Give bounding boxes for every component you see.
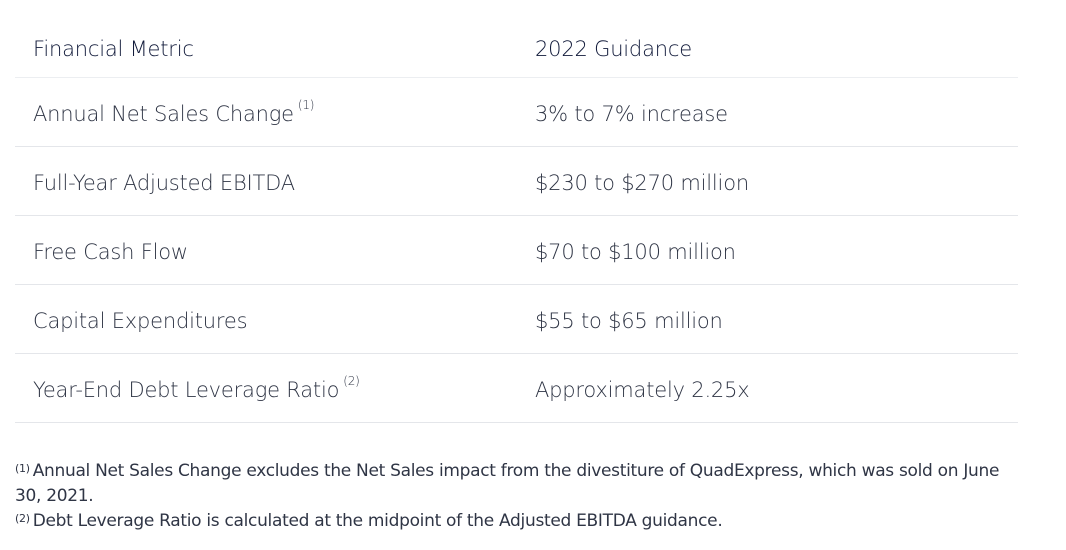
metric-label: Year-End Debt Leverage Ratio — [33, 378, 340, 402]
footnote-1: (1) Annual Net Sales Change excludes the … — [15, 459, 1025, 509]
guidance-cell: Approximately 2.25x — [535, 378, 750, 402]
table-row: Capital Expenditures $55 to $65 million — [15, 285, 1018, 354]
table-row: Annual Net Sales Change (1) 3% to 7% incre… — [15, 78, 1018, 147]
header-financial-metric: Financial Metric — [33, 36, 194, 61]
guidance-cell: $70 to $100 million — [535, 240, 736, 264]
table-row: Free Cash Flow $70 to $100 million — [15, 216, 1018, 285]
guidance-table: Financial Metric 2022 Guidance Annual Ne… — [15, 20, 1018, 423]
footnote-ref: (2) — [343, 374, 360, 388]
metric-cell: Free Cash Flow — [15, 236, 535, 264]
metric-label: Annual Net Sales Change — [33, 102, 294, 126]
metric-cell: Year-End Debt Leverage Ratio (2) — [15, 374, 535, 402]
guidance-cell: $230 to $270 million — [535, 171, 749, 195]
metric-cell: Capital Expenditures — [15, 305, 535, 333]
table-header-row: Financial Metric 2022 Guidance — [15, 20, 1018, 78]
metric-cell: Full-Year Adjusted EBITDA — [15, 167, 535, 195]
table-row: Full-Year Adjusted EBITDA $230 to $270 mi… — [15, 147, 1018, 216]
metric-label: Free Cash Flow — [33, 240, 188, 264]
guidance-cell: $55 to $65 million — [535, 309, 723, 333]
footnote-marker: (2) — [15, 512, 30, 525]
footnote-text: Annual Net Sales Change excludes the Net… — [15, 461, 1000, 506]
table-row: Year-End Debt Leverage Ratio (2) Approxima… — [15, 354, 1018, 423]
footnote-text: Debt Leverage Ratio is calculated at the… — [32, 511, 723, 531]
header-2022-guidance: 2022 Guidance — [535, 36, 692, 61]
footnote-2: (2) Debt Leverage Ratio is calculated at … — [15, 509, 1025, 534]
metric-label: Capital Expenditures — [33, 309, 248, 333]
guidance-cell: 3% to 7% increase — [535, 102, 728, 126]
footnotes: (1) Annual Net Sales Change excludes the … — [15, 459, 1025, 534]
footnote-marker: (1) — [15, 462, 30, 475]
metric-cell: Annual Net Sales Change (1) — [15, 98, 535, 126]
metric-label: Full-Year Adjusted EBITDA — [33, 171, 295, 195]
footnote-ref: (1) — [297, 98, 315, 112]
